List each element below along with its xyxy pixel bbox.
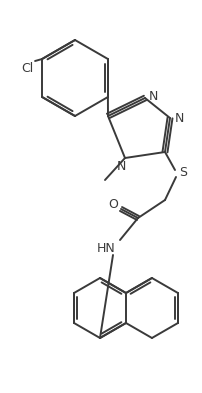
Text: O: O bbox=[107, 198, 117, 211]
Text: N: N bbox=[148, 90, 157, 103]
Text: N: N bbox=[116, 160, 125, 173]
Text: S: S bbox=[178, 167, 186, 180]
Text: HN: HN bbox=[96, 242, 115, 255]
Text: Cl: Cl bbox=[21, 61, 33, 75]
Text: N: N bbox=[174, 112, 183, 125]
